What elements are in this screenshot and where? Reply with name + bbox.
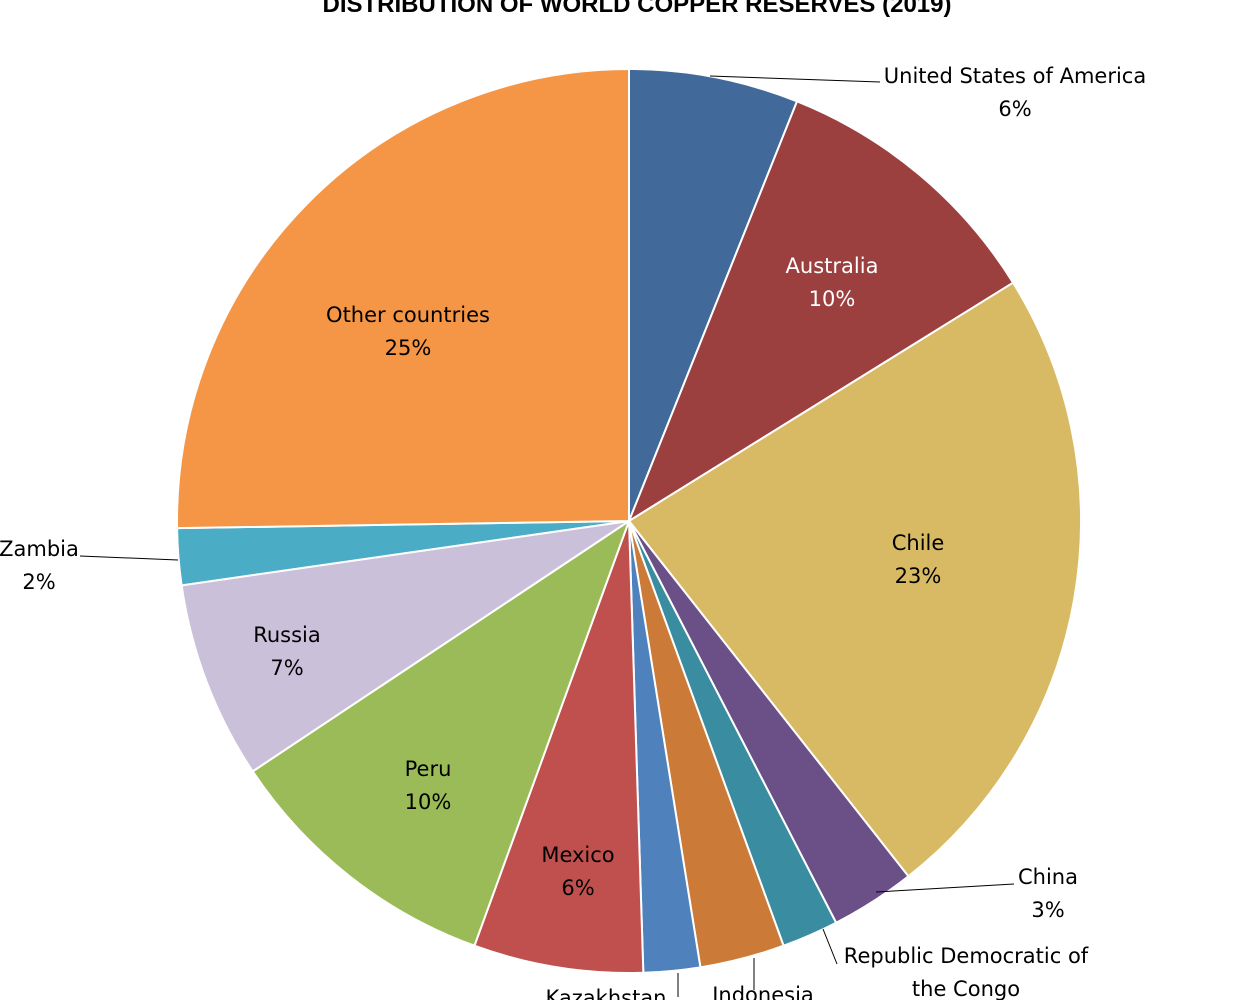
pie-slice-united-states-of-america bbox=[628, 67, 799, 522]
pie-slice-chile bbox=[627, 281, 1082, 878]
slice-label-name: Russia bbox=[253, 623, 321, 647]
slice-label-name: Australia bbox=[786, 254, 879, 278]
slice-label-percent: 10% bbox=[405, 790, 452, 814]
pie-slices bbox=[176, 67, 1082, 974]
slice-label-name: United States of America bbox=[884, 64, 1146, 88]
slice-label-percent: 10% bbox=[809, 287, 856, 311]
slice-label-name: Kazakhstan bbox=[546, 986, 667, 1000]
slice-label-name: Chile bbox=[892, 531, 945, 555]
slice-label-name: China bbox=[1018, 865, 1078, 889]
slice-label-name: Zambia bbox=[0, 537, 79, 561]
slice-label-name: Other countries bbox=[326, 303, 490, 327]
pie-slice-russia bbox=[180, 520, 630, 773]
leader-line bbox=[875, 883, 1015, 893]
pie-slice-mexico bbox=[473, 520, 645, 974]
slice-label-percent: 23% bbox=[895, 564, 942, 588]
slice-label-name: Republic Democratic of the Congo bbox=[844, 944, 1089, 1000]
slice-label-percent: 25% bbox=[385, 336, 432, 360]
chart-title: DISTRIBUTION OF WORLD COPPER RESERVES (2… bbox=[323, 0, 952, 18]
leader-line bbox=[822, 928, 838, 965]
slice-label-percent: 2% bbox=[22, 570, 55, 594]
slice-label-percent: 7% bbox=[270, 656, 303, 680]
leader-line bbox=[709, 75, 881, 83]
pie-slice-australia bbox=[626, 100, 1015, 524]
slice-labels: United States of America 6% Australia 10% Ch… bbox=[0, 64, 1146, 1000]
slice-label-percent: 3% bbox=[1031, 898, 1064, 922]
leader-lines bbox=[79, 75, 1015, 997]
slice-label-percent: 6% bbox=[561, 876, 594, 900]
slice-label-name: Peru bbox=[405, 757, 452, 781]
slice-label-name: Indonesia bbox=[712, 983, 814, 1000]
slice-label-percent: 6% bbox=[998, 97, 1031, 121]
leader-line bbox=[79, 555, 179, 561]
pie-slice-other-countries bbox=[176, 67, 630, 530]
pie-slice-peru bbox=[251, 518, 631, 948]
slice-label-name: Mexico bbox=[541, 843, 614, 867]
